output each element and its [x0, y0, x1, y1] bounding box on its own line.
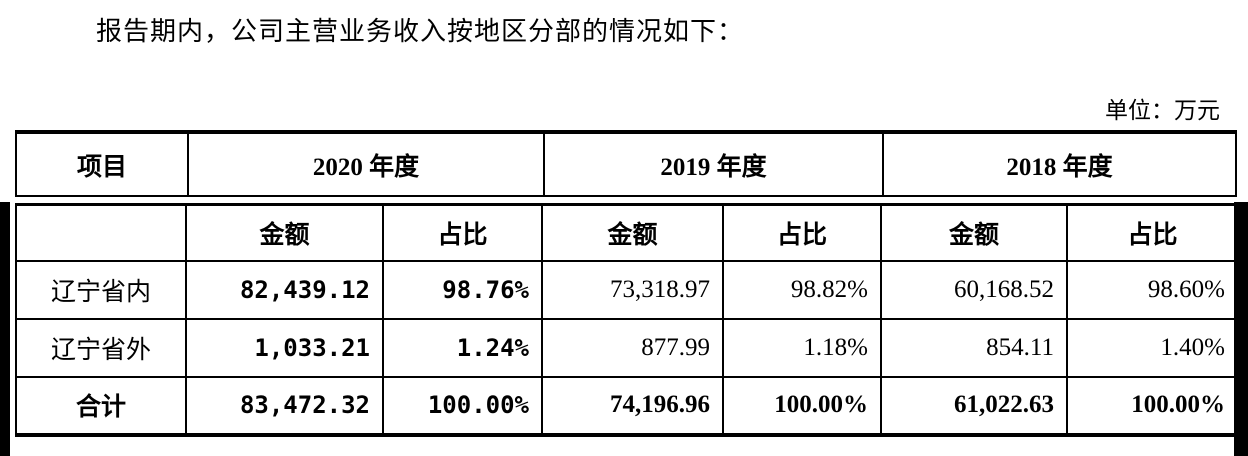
- scan-artifact-right-bar: [1234, 202, 1248, 456]
- cell-2020-amount: 1,033.21: [185, 317, 384, 378]
- cell-2018-ratio: 98.60%: [1066, 259, 1239, 320]
- scan-artifact-left-bar: [0, 202, 10, 456]
- cell-2019-amount: 74,196.96: [541, 375, 724, 436]
- subheader-amount-2019: 金额: [541, 203, 724, 262]
- cell-2018-amount: 61,022.63: [880, 375, 1068, 436]
- cell-2018-amount: 854.11: [880, 317, 1068, 378]
- table-row-liaoning-inside: 辽宁省内 82,439.12 98.76% 73,318.97 98.82% 6…: [15, 259, 1239, 320]
- table-row-total: 合计 83,472.32 100.00% 74,196.96 100.00% 6…: [15, 375, 1239, 436]
- subheader-ratio-2018: 占比: [1066, 203, 1239, 262]
- cell-2019-amount: 73,318.97: [541, 259, 724, 320]
- cell-2020-ratio: 98.76%: [382, 259, 543, 320]
- cell-2019-ratio: 98.82%: [722, 259, 882, 320]
- table-year-header-row: 项目 2020 年度 2019 年度 2018 年度: [15, 130, 1237, 197]
- subheader-amount-2018: 金额: [880, 203, 1068, 262]
- cell-2019-ratio: 1.18%: [722, 317, 882, 378]
- cell-2019-ratio: 100.00%: [722, 375, 882, 436]
- header-cell-2018: 2018 年度: [882, 134, 1235, 195]
- cell-2018-ratio: 100.00%: [1066, 375, 1239, 436]
- subheader-row: 金额 占比 金额 占比 金额 占比: [15, 203, 1239, 262]
- cell-2020-ratio: 100.00%: [382, 375, 543, 436]
- row-label: 合计: [15, 375, 187, 436]
- cell-2020-amount: 83,472.32: [185, 375, 384, 436]
- header-cell-2019: 2019 年度: [543, 134, 882, 195]
- row-label: 辽宁省内: [15, 259, 187, 320]
- cell-2020-ratio: 1.24%: [382, 317, 543, 378]
- cell-2018-amount: 60,168.52: [880, 259, 1068, 320]
- cell-2020-amount: 82,439.12: [185, 259, 384, 320]
- subheader-empty-cell: [15, 203, 187, 262]
- subheader-ratio-2020: 占比: [382, 203, 543, 262]
- intro-paragraph: 报告期内，公司主营业务收入按地区分部的情况如下：: [96, 17, 745, 46]
- header-cell-item: 项目: [76, 153, 127, 181]
- revenue-by-region-table: 金额 占比 金额 占比 金额 占比 辽宁省内 82,439.12 98.76% …: [15, 203, 1239, 437]
- table-row-liaoning-outside: 辽宁省外 1,033.21 1.24% 877.99 1.18% 854.11 …: [15, 317, 1239, 378]
- row-label: 辽宁省外: [15, 317, 187, 378]
- subheader-amount-2020: 金额: [185, 203, 384, 262]
- cell-2019-amount: 877.99: [541, 317, 724, 378]
- subheader-ratio-2019: 占比: [722, 203, 882, 262]
- unit-label: 单位：万元: [1105, 98, 1220, 123]
- header-cell-2020: 2020 年度: [187, 134, 543, 195]
- cell-2018-ratio: 1.40%: [1066, 317, 1239, 378]
